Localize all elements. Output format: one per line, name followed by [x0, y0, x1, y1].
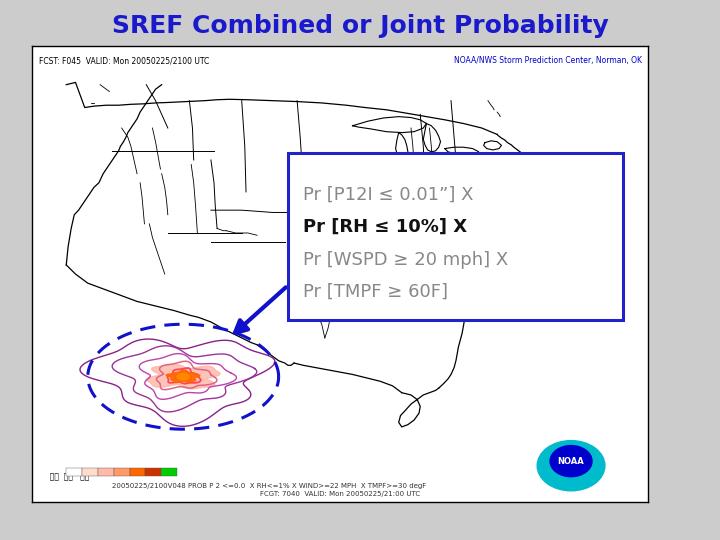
- Polygon shape: [166, 370, 200, 382]
- Bar: [130, 468, 145, 476]
- FancyBboxPatch shape: [288, 153, 624, 320]
- Bar: [114, 468, 130, 476]
- Text: 20050225/2100V048 PROB P 2 <=0.0  X RH<=1% X WIND>=22 MPH  X TMPF>=30 degF: 20050225/2100V048 PROB P 2 <=0.0 X RH<=1…: [112, 483, 427, 489]
- Bar: [161, 468, 177, 476]
- Polygon shape: [177, 374, 189, 380]
- Bar: [98, 468, 114, 476]
- Bar: [145, 468, 161, 476]
- Text: Pr [WSPD ≥ 20 mph] X: Pr [WSPD ≥ 20 mph] X: [303, 251, 508, 268]
- Circle shape: [550, 446, 592, 477]
- Text: Pr [P12I ≤ 0.01”] X: Pr [P12I ≤ 0.01”] X: [303, 185, 474, 204]
- Polygon shape: [146, 364, 220, 389]
- Text: Pr [TMPF ≥ 60F]: Pr [TMPF ≥ 60F]: [303, 283, 449, 301]
- Text: NOAA/NWS Storm Prediction Center, Norman, OK: NOAA/NWS Storm Prediction Center, Norman…: [454, 56, 642, 65]
- Text: NOAA: NOAA: [558, 457, 585, 465]
- Text: SREF Combined or Joint Probability: SREF Combined or Joint Probability: [112, 14, 608, 37]
- Text: FCGT: 7040  VALID: Mon 20050225/21:00 UTC: FCGT: 7040 VALID: Mon 20050225/21:00 UTC: [260, 491, 420, 497]
- Bar: [82, 468, 98, 476]
- Bar: [66, 468, 82, 476]
- Text: ⮜⮞  ⮞⮜   ⮞⮜: ⮜⮞ ⮞⮜ ⮞⮜: [45, 472, 89, 482]
- Text: Pr [RH ≤ 10%] X: Pr [RH ≤ 10%] X: [303, 218, 467, 236]
- Text: FCST: F045  VALID: Mon 20050225/2100 UTC: FCST: F045 VALID: Mon 20050225/2100 UTC: [39, 56, 209, 65]
- Circle shape: [537, 441, 605, 491]
